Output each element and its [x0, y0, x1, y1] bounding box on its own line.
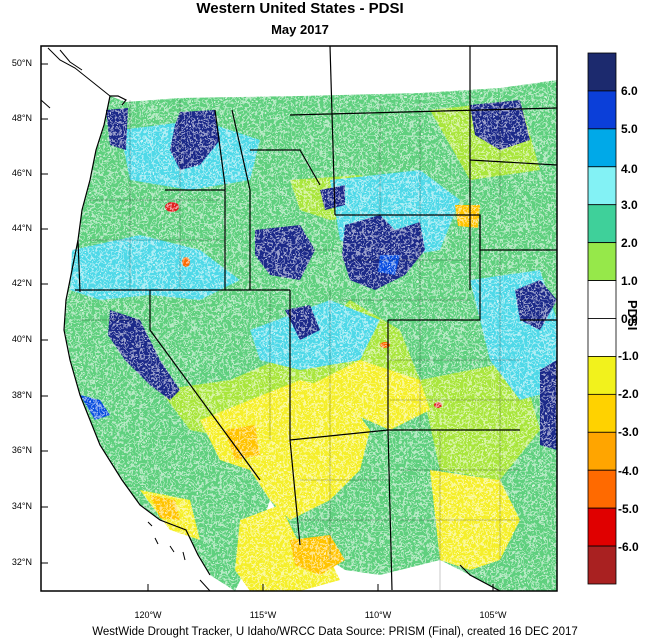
colorbar-swatch: [587, 280, 617, 319]
colorbar-label: 1.0: [621, 274, 638, 288]
colorbar-label: -5.0: [618, 502, 639, 516]
colorbar-swatch: [587, 128, 617, 168]
lon-ticks: [147, 584, 494, 591]
colorbar-title: PDSI: [625, 300, 640, 331]
map-subtitle: May 2017: [271, 22, 329, 37]
colorbar-swatch: [587, 52, 617, 92]
lat-label: 44°N: [11, 223, 32, 233]
colorbar-swatch: [587, 204, 617, 244]
lon-label: 120°W: [134, 610, 162, 620]
colorbar-swatch: [587, 507, 617, 547]
colorbar-label: 0.0: [621, 312, 638, 326]
colorbar-label: 2.0: [621, 236, 638, 250]
lat-label: 34°N: [11, 501, 32, 511]
lat-label: 42°N: [11, 278, 32, 288]
lat-label: 46°N: [11, 168, 32, 178]
texture-noise: [41, 46, 557, 591]
colorbar-label: -1.0: [618, 349, 639, 363]
lat-label: 36°N: [11, 445, 32, 455]
colorbar-swatch: [587, 356, 617, 395]
colorbar-label: -6.0: [618, 540, 639, 554]
colorbar-label: -3.0: [618, 425, 639, 439]
colorbar-swatch: [587, 166, 617, 206]
pdsi-field: [41, 46, 557, 591]
colorbar-swatch: [587, 393, 617, 433]
lat-label: 50°N: [11, 58, 32, 68]
map-title: Western United States - PDSI: [196, 0, 404, 17]
colorbar-label: -2.0: [618, 387, 639, 401]
colorbar-label: 4.0: [621, 162, 638, 176]
colorbar-swatch: [587, 242, 617, 281]
lon-label: 105°W: [479, 610, 507, 620]
colorbar-label: -4.0: [618, 464, 639, 478]
colorbar: [587, 52, 617, 585]
lat-label: 38°N: [11, 390, 32, 400]
colorbar-swatch: [587, 431, 617, 471]
footer-credit: WestWide Drought Tracker, U Idaho/WRCC D…: [92, 626, 578, 638]
colorbar-swatch: [587, 90, 617, 130]
lat-label: 48°N: [11, 113, 32, 123]
colorbar-label: 3.0: [621, 198, 638, 212]
map-frame: [40, 45, 558, 592]
colorbar-swatch: [587, 469, 617, 509]
colorbar-label: 6.0: [621, 84, 638, 98]
colorbar-label: 5.0: [621, 122, 638, 136]
coastlines: [40, 47, 211, 592]
lon-label: 110°W: [364, 610, 392, 620]
county-lines: [80, 100, 520, 590]
lon-label: 115°W: [249, 610, 277, 620]
colorbar-swatch: [587, 318, 617, 357]
colorbar-swatch: [587, 545, 617, 585]
lat-label: 32°N: [11, 557, 32, 567]
lat-label: 40°N: [11, 334, 32, 344]
lat-ticks: [41, 63, 48, 564]
state-borders: [63, 46, 557, 591]
